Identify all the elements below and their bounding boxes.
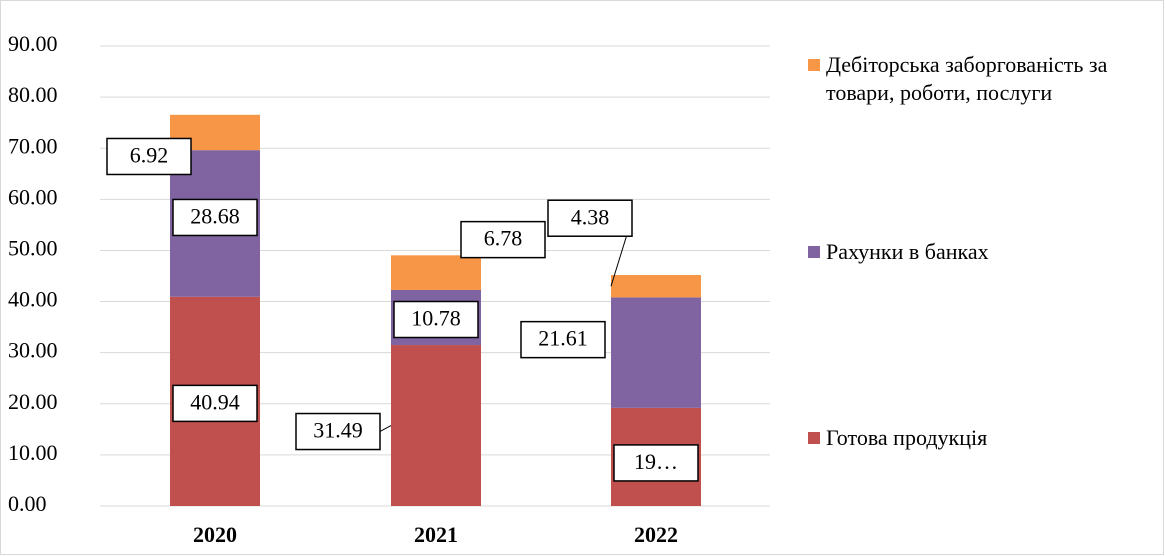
legend-item: Готова продукція bbox=[808, 424, 1153, 452]
data-label: 6.92 bbox=[130, 143, 169, 168]
x-tick-label: 2022 bbox=[634, 522, 678, 547]
data-label: 10.78 bbox=[411, 306, 461, 331]
data-label: 28.68 bbox=[190, 204, 240, 229]
bar-segment bbox=[391, 255, 481, 290]
data-label: 19… bbox=[634, 449, 678, 474]
data-label: 6.78 bbox=[484, 226, 523, 251]
bar-segment bbox=[611, 297, 701, 408]
data-label: 31.49 bbox=[313, 418, 363, 443]
y-tick-label: 30.00 bbox=[8, 338, 58, 363]
data-label-box bbox=[460, 220, 546, 259]
y-tick-label: 50.00 bbox=[8, 235, 58, 260]
y-tick-label: 40.00 bbox=[8, 287, 58, 312]
leader-line bbox=[379, 425, 392, 432]
y-tick-label: 10.00 bbox=[8, 440, 58, 465]
x-tick-label: 2020 bbox=[193, 522, 237, 547]
bar-segment bbox=[391, 345, 481, 506]
legend-label: Готова продукція bbox=[826, 425, 988, 450]
data-label-box bbox=[106, 137, 192, 176]
y-tick-label: 90.00 bbox=[8, 31, 58, 56]
bar-segment bbox=[611, 275, 701, 298]
y-tick-label: 0.00 bbox=[8, 491, 47, 516]
data-label-box bbox=[613, 444, 699, 482]
legend-swatch bbox=[808, 432, 820, 444]
x-tick-label: 2021 bbox=[414, 522, 458, 547]
legend-swatch bbox=[808, 246, 820, 258]
y-tick-label: 80.00 bbox=[8, 82, 58, 107]
data-label-box bbox=[520, 320, 606, 359]
legend-swatch bbox=[808, 59, 820, 71]
y-tick-label: 20.00 bbox=[8, 389, 58, 414]
data-label: 4.38 bbox=[571, 204, 610, 229]
data-label: 40.94 bbox=[190, 389, 240, 414]
legend-item: Рахунки в банках bbox=[808, 238, 1153, 266]
y-tick-label: 70.00 bbox=[8, 133, 58, 158]
data-label-box bbox=[295, 412, 381, 451]
data-label-box bbox=[172, 384, 258, 423]
data-label-box bbox=[547, 199, 633, 237]
y-tick-label: 60.00 bbox=[8, 184, 58, 209]
legend-label: Рахунки в банках bbox=[826, 239, 989, 264]
data-label-box bbox=[172, 198, 258, 237]
legend-label: Дебіторська заборгованість за товари, ро… bbox=[826, 52, 1108, 105]
data-label: 21.61 bbox=[538, 326, 588, 351]
legend-item: Дебіторська заборгованість за товари, ро… bbox=[808, 51, 1153, 107]
data-label-box bbox=[393, 300, 479, 339]
